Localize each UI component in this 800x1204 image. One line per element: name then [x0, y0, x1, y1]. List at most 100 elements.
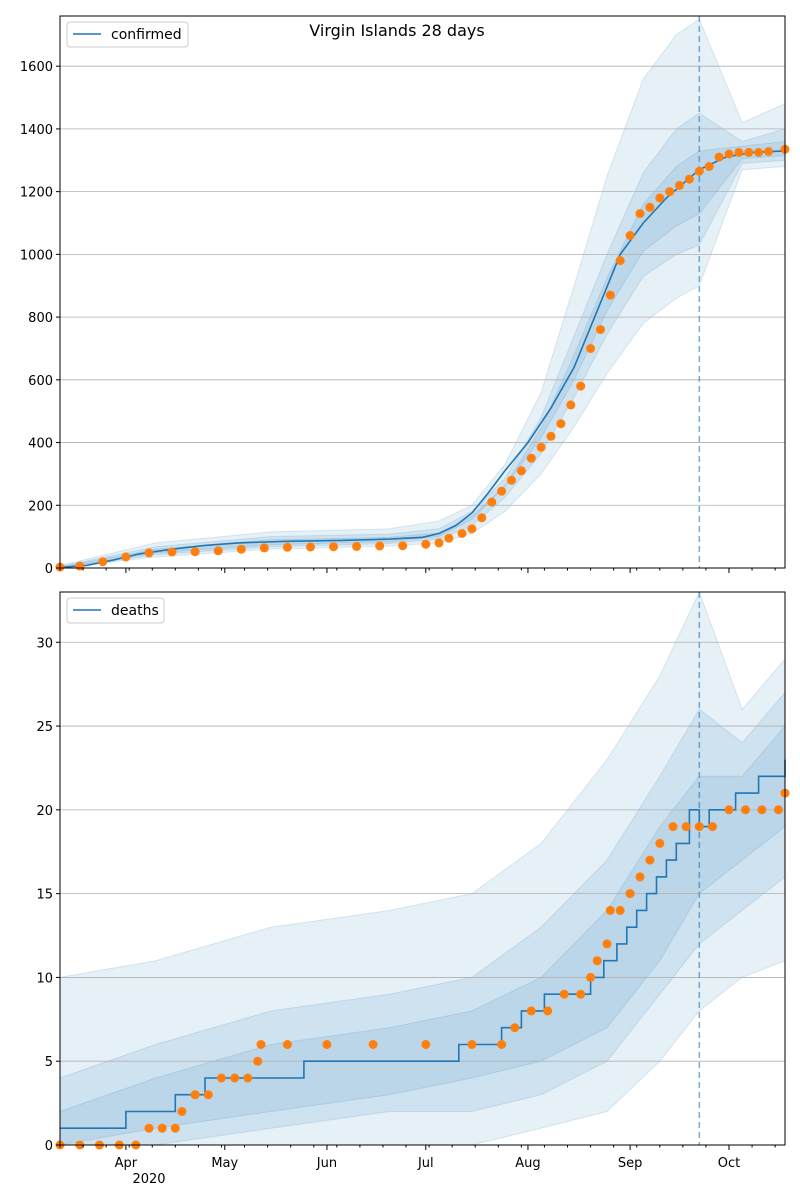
- x-tick-label: Apr: [115, 1156, 138, 1171]
- observed-point: [773, 805, 783, 815]
- observed-point: [754, 147, 764, 157]
- confirmed-gridlines: [60, 65, 785, 506]
- observed-point: [157, 1123, 167, 1133]
- x-tick-label: Jun: [316, 1156, 337, 1171]
- observed-point: [757, 805, 767, 815]
- observed-point: [467, 524, 477, 534]
- observed-point: [602, 939, 612, 949]
- observed-point: [704, 162, 714, 171]
- observed-point: [203, 1090, 213, 1100]
- confirmed-axes-frame: [59, 15, 786, 569]
- observed-point: [497, 486, 507, 496]
- y-tick-label: 1600: [20, 60, 53, 75]
- observed-point: [259, 543, 269, 553]
- observed-point: [368, 1040, 378, 1049]
- observed-point: [213, 546, 223, 556]
- observed-point: [694, 166, 704, 176]
- y-tick-label: 15: [36, 888, 53, 903]
- observed-point: [98, 557, 108, 567]
- observed-point: [477, 513, 487, 523]
- x-axis-month-labels: Apr May Jun Jul Aug Sep Oct: [115, 1156, 741, 1171]
- deaths-panel: 0 5 10 15 20 25 30 deaths: [36, 590, 790, 1154]
- x-tick-label: May: [211, 1156, 238, 1171]
- observed-point: [243, 1073, 253, 1083]
- observed-point: [144, 548, 154, 558]
- observed-point: [444, 533, 454, 543]
- observed-point: [724, 149, 734, 159]
- observed-point: [329, 542, 338, 552]
- observed-point: [566, 400, 576, 410]
- observed-point: [615, 256, 625, 266]
- confirmed-observed-points: [55, 144, 790, 572]
- observed-point: [510, 1023, 520, 1033]
- observed-point: [645, 202, 655, 212]
- observed-point: [665, 187, 675, 197]
- observed-point: [526, 453, 536, 463]
- observed-point: [217, 1073, 226, 1083]
- confirmed-legend: confirmed: [66, 21, 189, 48]
- observed-point: [190, 1090, 200, 1100]
- observed-point: [306, 542, 315, 552]
- observed-point: [177, 1107, 187, 1116]
- y-tick-label: 5: [45, 1055, 53, 1070]
- observed-point: [322, 1040, 332, 1049]
- observed-point: [543, 1006, 553, 1016]
- deaths-legend: deaths: [66, 597, 165, 624]
- legend-label-deaths: deaths: [111, 603, 159, 619]
- observed-point: [559, 989, 569, 999]
- observed-point: [668, 822, 678, 832]
- observed-point: [724, 805, 734, 815]
- y-tick-label: 400: [28, 437, 53, 452]
- observed-point: [635, 872, 645, 882]
- observed-point: [605, 905, 615, 915]
- observed-point: [576, 989, 586, 999]
- y-tick-label: 1400: [20, 123, 53, 138]
- legend-box: [66, 597, 165, 624]
- observed-point: [546, 431, 556, 441]
- observed-point: [398, 541, 408, 551]
- observed-point: [167, 547, 177, 557]
- observed-point: [352, 541, 362, 551]
- y-tick-label: 600: [28, 374, 53, 389]
- observed-point: [681, 822, 691, 832]
- observed-point: [684, 174, 694, 184]
- observed-point: [236, 544, 246, 554]
- chart-title: Virgin Islands 28 days: [309, 21, 484, 40]
- observed-point: [144, 1123, 154, 1133]
- observed-point: [741, 805, 750, 815]
- observed-point: [625, 231, 635, 240]
- y-tick-label: 10: [36, 971, 53, 986]
- deaths-x-ticks: [59, 1145, 776, 1150]
- observed-point: [526, 1006, 536, 1016]
- y-tick-label: 1000: [20, 248, 53, 263]
- legend-box: [66, 21, 189, 48]
- observed-point: [516, 466, 526, 476]
- observed-point: [596, 325, 605, 335]
- deaths-axes-frame: [59, 591, 786, 1146]
- observed-point: [694, 822, 704, 832]
- legend-label-confirmed: confirmed: [111, 27, 182, 43]
- observed-point: [576, 381, 586, 391]
- observed-point: [190, 547, 200, 557]
- y-tick-label: 1200: [20, 186, 53, 201]
- observed-point: [457, 529, 467, 538]
- observed-point: [421, 1040, 431, 1049]
- observed-point: [734, 147, 744, 157]
- x-tick-label: Aug: [515, 1156, 540, 1171]
- observed-point: [586, 972, 596, 982]
- confirmed-y-axis: 0 200 400 600 800 1000 1200 1400 1600: [20, 60, 60, 577]
- observed-point: [497, 1040, 507, 1049]
- x-tick-label: Jul: [417, 1156, 434, 1171]
- observed-point: [556, 419, 566, 429]
- observed-point: [645, 855, 655, 865]
- observed-point: [282, 1040, 292, 1049]
- x-tick-label: Oct: [718, 1156, 740, 1171]
- observed-point: [708, 822, 717, 832]
- observed-point: [467, 1040, 477, 1049]
- deaths-y-axis: 0 5 10 15 20 25 30: [36, 636, 60, 1154]
- observed-point: [487, 497, 497, 507]
- observed-point: [507, 475, 516, 485]
- confirmed-median-line: [59, 150, 786, 569]
